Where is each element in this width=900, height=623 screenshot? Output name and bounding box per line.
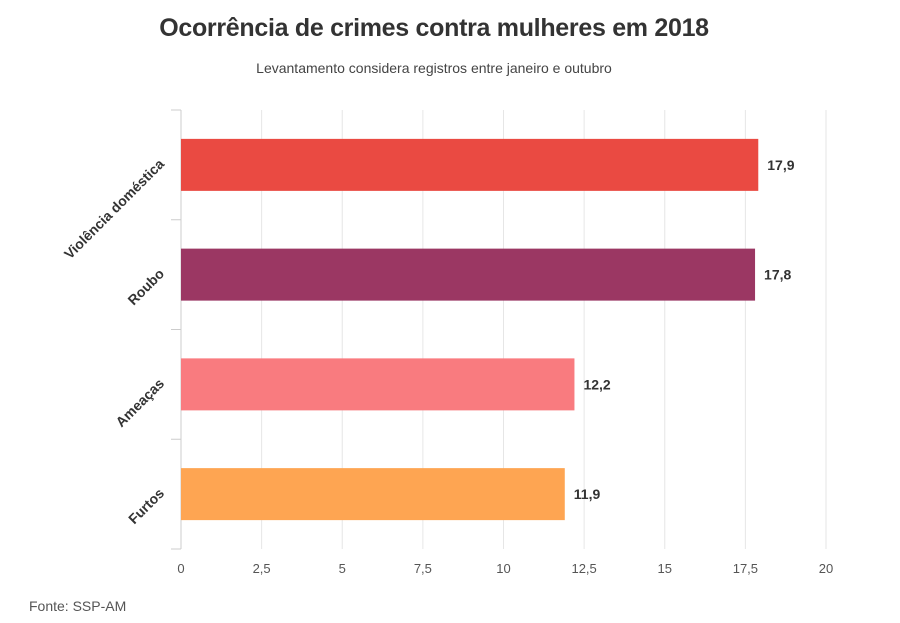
category-label: Roubo <box>124 265 167 308</box>
x-tick-label: 7,5 <box>414 561 432 576</box>
x-tick-label: 17,5 <box>733 561 758 576</box>
x-tick-label: 20 <box>819 561 833 576</box>
data-label: 12,2 <box>583 376 610 392</box>
x-tick-label: 10 <box>496 561 510 576</box>
bars <box>181 138 759 521</box>
category-label: Violência doméstica <box>61 156 167 262</box>
category-label: Ameaças <box>112 375 167 430</box>
x-tick-label: 2,5 <box>253 561 271 576</box>
x-tick-label: 5 <box>339 561 346 576</box>
bar <box>181 248 756 301</box>
bar <box>181 138 759 191</box>
bar <box>181 358 575 411</box>
data-label: 11,9 <box>574 486 601 502</box>
chart-title: Ocorrência de crimes contra mulheres em … <box>159 14 709 42</box>
source-note: Fonte: SSP-AM <box>29 598 127 614</box>
bar-chart: 0 2,5 5 7,5 10 12,5 15 17,5 20 17,9 Violência domé… <box>61 109 833 576</box>
data-label: 17,9 <box>767 157 794 173</box>
bar <box>181 468 565 521</box>
x-tick-label: 15 <box>658 561 672 576</box>
chart-subtitle: Levantamento considera registros entre j… <box>256 60 612 76</box>
category-label: Furtos <box>125 485 167 527</box>
data-label: 17,8 <box>764 267 791 283</box>
axes <box>171 109 182 550</box>
x-tick-label: 12,5 <box>571 561 596 576</box>
x-tick-label: 0 <box>177 561 184 576</box>
